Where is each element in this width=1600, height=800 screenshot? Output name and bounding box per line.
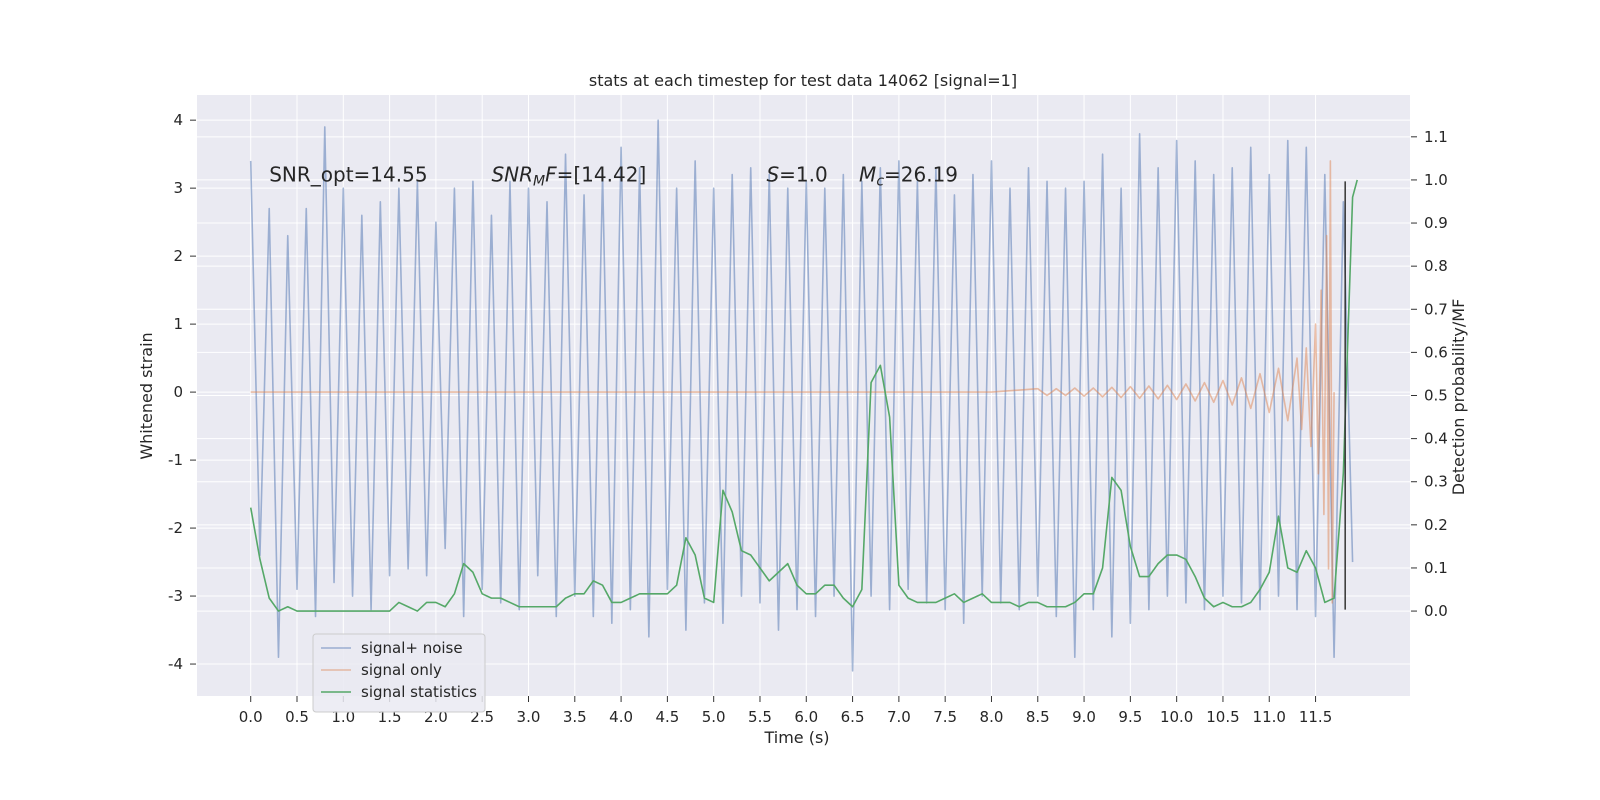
x-tick-label: 3.5 <box>563 708 587 726</box>
x-tick-label: 0.5 <box>285 708 309 726</box>
x-tick-label: 7.5 <box>933 708 957 726</box>
x-tick-label: 10.5 <box>1206 708 1239 726</box>
y2-tick-label: 0.5 <box>1424 387 1448 405</box>
x-tick-label: 5.0 <box>702 708 726 726</box>
annotation-part: M <box>533 173 545 189</box>
y-tick-label: 1 <box>173 315 183 333</box>
y2-tick-label: 0.7 <box>1424 300 1448 318</box>
y-tick-label: 3 <box>173 179 183 197</box>
y2-tick-label: 1.0 <box>1424 171 1448 189</box>
legend-label: signal only <box>361 661 442 679</box>
annotation-part: M <box>859 162 876 186</box>
annotation-part: =[14.42] <box>557 162 647 186</box>
x-axis-label: Time (s) <box>763 728 829 747</box>
y2-tick-label: 0.6 <box>1424 343 1448 361</box>
x-tick-label: 4.0 <box>609 708 633 726</box>
y-tick-label: 4 <box>173 111 183 129</box>
legend-label: signal+ noise <box>361 639 463 657</box>
x-tick-label: 0.0 <box>239 708 263 726</box>
y2-tick-label: 0.1 <box>1424 559 1448 577</box>
x-tick-label: 11.0 <box>1253 708 1286 726</box>
x-tick-label: 7.0 <box>887 708 911 726</box>
x-tick-label: 8.0 <box>980 708 1004 726</box>
chart-title: stats at each timestep for test data 140… <box>589 71 1017 90</box>
annotation-part: S <box>766 162 779 186</box>
y-tick-label: -1 <box>168 451 183 469</box>
annotation: Mc=26.19 <box>859 162 958 189</box>
y-tick-label: 0 <box>173 383 183 401</box>
x-tick-label: 8.5 <box>1026 708 1050 726</box>
annotation: SNRMF=[14.42] <box>491 162 646 189</box>
series-line <box>250 160 1335 604</box>
annotation-part: =1.0 <box>779 162 828 186</box>
y2-tick-label: 0.2 <box>1424 516 1448 534</box>
x-tick-label: 11.5 <box>1299 708 1332 726</box>
y2-tick-label: 0.3 <box>1424 473 1448 491</box>
legend-label: signal statistics <box>361 683 477 701</box>
x-tick-label: 5.5 <box>748 708 772 726</box>
y2-tick-label: 0.4 <box>1424 430 1448 448</box>
series-line <box>249 179 1358 612</box>
marks <box>249 119 1358 672</box>
y-tick-label: -4 <box>168 655 183 673</box>
y-tick-label: -2 <box>168 519 183 537</box>
y2-tick-label: 1.1 <box>1424 128 1448 146</box>
annotation-part: =26.19 <box>884 162 958 186</box>
x-tick-label: 4.5 <box>655 708 679 726</box>
y2-tick-label: 0.9 <box>1424 214 1448 232</box>
x-tick-label: 9.0 <box>1072 708 1096 726</box>
y2-tick-label: 0.8 <box>1424 257 1448 275</box>
series-line <box>249 119 1354 672</box>
x-tick-label: 10.0 <box>1160 708 1193 726</box>
legend-box <box>312 633 486 713</box>
axes: 0.0 0.5 1.0 1.5 2.0 2.5 3.0 3.5 4.0 4.5 5.0 5.5 6.0 6… <box>168 111 1448 726</box>
annotation-part: F <box>545 162 557 186</box>
x-tick-label: 6.5 <box>841 708 865 726</box>
y2-axis-label: Detection probability/MF <box>1449 299 1468 496</box>
y-axis-label: Whitened strain <box>137 332 156 459</box>
y-tick-label: -3 <box>168 587 183 605</box>
annotation-part: SNR_opt=14.55 <box>269 162 427 186</box>
x-tick-label: 3.0 <box>517 708 541 726</box>
annotation-part: c <box>876 173 884 189</box>
y-tick-label: 2 <box>173 247 183 265</box>
annotation: SNR_opt=14.55 <box>269 162 427 186</box>
x-tick-label: 6.0 <box>794 708 818 726</box>
x-tick-label: 9.5 <box>1118 708 1142 726</box>
y2-tick-label: 0.0 <box>1424 602 1448 620</box>
annotation: S=1.0 <box>766 162 827 186</box>
annotation-part: SNR <box>491 162 533 186</box>
